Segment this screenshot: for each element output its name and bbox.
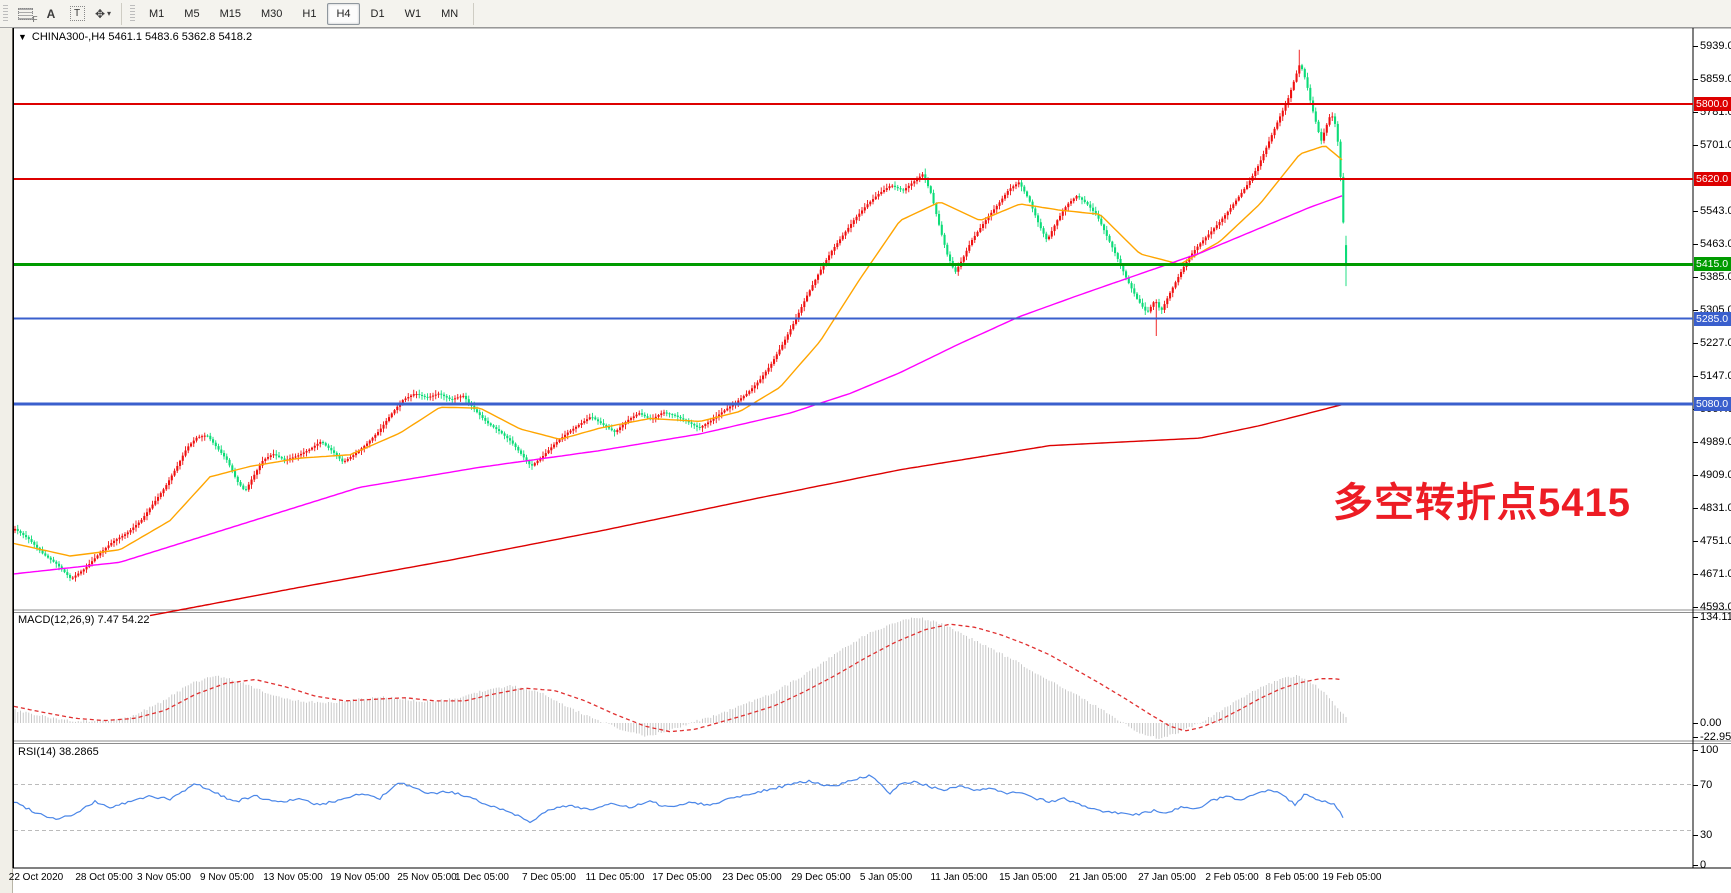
date-axis-label: 29 Dec 05:00 <box>791 872 851 883</box>
price-level-badge: 5415.0 <box>1694 257 1731 272</box>
date-axis-label: 8 Feb 05:00 <box>1265 872 1319 883</box>
timeframe-toolbar: M1 M5 M15 M30 H1 H4 D1 W1 MN <box>139 2 468 25</box>
price-axis-label: 5939.0 <box>1700 40 1731 52</box>
axis-tick-mark <box>1693 723 1698 724</box>
timeframe-button-H1[interactable]: H1 <box>302 7 317 20</box>
date-axis-label: 17 Dec 05:00 <box>652 872 712 883</box>
axis-tick-mark <box>1693 737 1698 738</box>
rsi-indicator-label: RSI(14) 38.2865 <box>18 746 99 758</box>
grid-f-icon[interactable]: F <box>13 3 38 25</box>
toolbar-separator <box>121 2 122 25</box>
axis-tick-mark <box>1693 785 1698 786</box>
axis-tick-mark <box>1693 376 1698 377</box>
price-axis-label: 5543.0 <box>1700 205 1731 217</box>
timeframe-button-M1[interactable]: M1 <box>149 7 165 20</box>
symbol-dropdown-icon[interactable]: ▼ <box>18 32 27 42</box>
crosshair-arrows-icon[interactable]: ✥ ▾ <box>94 6 112 21</box>
macd-axis-label: 0.00 <box>1700 717 1722 729</box>
price-axis-label: 5385.0 <box>1700 270 1731 283</box>
annotation-text: 多空转折点5415 <box>1333 481 1631 525</box>
axis-tick-mark <box>1693 865 1698 866</box>
timeframe-button-D1[interactable]: D1 <box>370 7 385 20</box>
date-axis-label: 25 Nov 05:00 <box>397 872 457 883</box>
timeframe-button-W1[interactable]: W1 <box>404 7 422 20</box>
date-axis-label: 2 Feb 05:00 <box>1205 872 1259 883</box>
axis-tick-mark <box>1693 310 1698 312</box>
axis-tick-mark <box>1693 276 1698 278</box>
rsi-axis-label: 0 <box>1700 859 1707 871</box>
toolbar-drag-handle[interactable] <box>130 4 135 23</box>
rsi-axis-label: 30 <box>1700 829 1713 841</box>
axis-tick-mark <box>1693 441 1698 443</box>
date-axis-label: 22 Oct 2020 <box>8 872 64 883</box>
price-axis-label: 4671.0 <box>1700 568 1731 581</box>
date-axis-label: 27 Jan 05:00 <box>1138 872 1196 883</box>
axis-tick-mark <box>1693 342 1698 344</box>
rsi-axis-label: 70 <box>1700 779 1713 791</box>
axis-tick-mark <box>1693 145 1698 147</box>
axis-tick-mark <box>1693 475 1698 477</box>
price-level-badge: 5620.0 <box>1694 171 1731 186</box>
date-axis-label: 1 Dec 05:00 <box>455 872 509 883</box>
text-box-icon[interactable]: T <box>65 3 89 25</box>
macd-axis-label: -22.95 <box>1700 731 1731 743</box>
timeframe-button-M30[interactable]: M30 <box>260 7 283 20</box>
axis-tick-mark <box>1693 606 1698 608</box>
price-axis-label: 4909.0 <box>1700 469 1731 482</box>
chart-title: ▼ CHINA300-,H4 5461.1 5483.6 5362.8 5418.… <box>18 31 253 43</box>
date-axis-label: 23 Dec 05:00 <box>722 872 782 883</box>
date-axis-label: 11 Jan 05:00 <box>930 872 988 883</box>
price-level-badge: 5800.0 <box>1694 96 1731 111</box>
date-axis-label: 19 Feb 05:00 <box>1322 872 1382 883</box>
date-axis-label: 5 Jan 05:00 <box>859 872 913 883</box>
date-axis-label: 13 Nov 05:00 <box>263 872 323 883</box>
price-axis-label: 4989.0 <box>1700 435 1731 448</box>
price-level-badge: 5080.0 <box>1694 396 1731 411</box>
axis-tick-mark <box>1693 46 1698 47</box>
macd-indicator-label: MACD(12,26,9) 7.47 54.22 <box>18 614 150 626</box>
text-label-icon[interactable]: A <box>46 6 56 21</box>
timeframe-button-M5[interactable]: M5 <box>184 7 200 20</box>
timeframe-button-M15[interactable]: M15 <box>219 7 241 20</box>
date-axis-label: 11 Dec 05:00 <box>585 872 645 883</box>
toolbar-drag-handle[interactable] <box>3 4 8 23</box>
date-axis-label: 28 Oct 05:00 <box>75 872 133 883</box>
date-axis-label: 3 Nov 05:00 <box>137 872 191 883</box>
axis-tick-mark <box>1693 541 1698 542</box>
axis-tick-mark <box>1693 211 1698 212</box>
price-axis-label: 5701.0 <box>1700 139 1731 152</box>
date-axis-label: 21 Jan 05:00 <box>1069 872 1127 883</box>
axis-tick-mark <box>1693 750 1698 751</box>
price-axis-label: 4751.0 <box>1700 535 1731 547</box>
timeframe-button-H4[interactable]: H4 <box>327 2 360 25</box>
timeframe-button-MN[interactable]: MN <box>441 7 459 20</box>
price-axis-label: 5147.0 <box>1700 370 1731 382</box>
rsi-axis-label: 100 <box>1700 744 1719 756</box>
date-axis-label: 19 Nov 05:00 <box>330 872 390 883</box>
date-axis-label: 9 Nov 05:00 <box>200 872 254 883</box>
price-level-badge: 5285.0 <box>1694 311 1731 326</box>
date-axis-label: 15 Jan 05:00 <box>999 872 1057 883</box>
axis-tick-mark <box>1693 835 1698 836</box>
dropdown-caret-icon[interactable]: ▾ <box>107 9 112 18</box>
toolbar-separator <box>473 2 475 25</box>
axis-tick-mark <box>1693 617 1698 618</box>
macd-axis-label: 134.11 <box>1700 611 1731 623</box>
price-axis-label: 4593.0 <box>1700 600 1731 613</box>
axis-tick-mark <box>1693 574 1698 576</box>
axis-tick-mark <box>1693 507 1698 509</box>
axis-tick-mark <box>1693 79 1698 81</box>
price-axis-label: 5227.0 <box>1700 336 1731 349</box>
price-axis-label: 4831.0 <box>1700 501 1731 514</box>
date-axis-label: 7 Dec 05:00 <box>522 872 576 883</box>
axis-tick-mark <box>1693 111 1698 113</box>
price-axis-label: 5859.0 <box>1700 73 1731 86</box>
price-axis-label: 5463.0 <box>1700 238 1731 251</box>
axis-tick-mark <box>1693 244 1698 246</box>
